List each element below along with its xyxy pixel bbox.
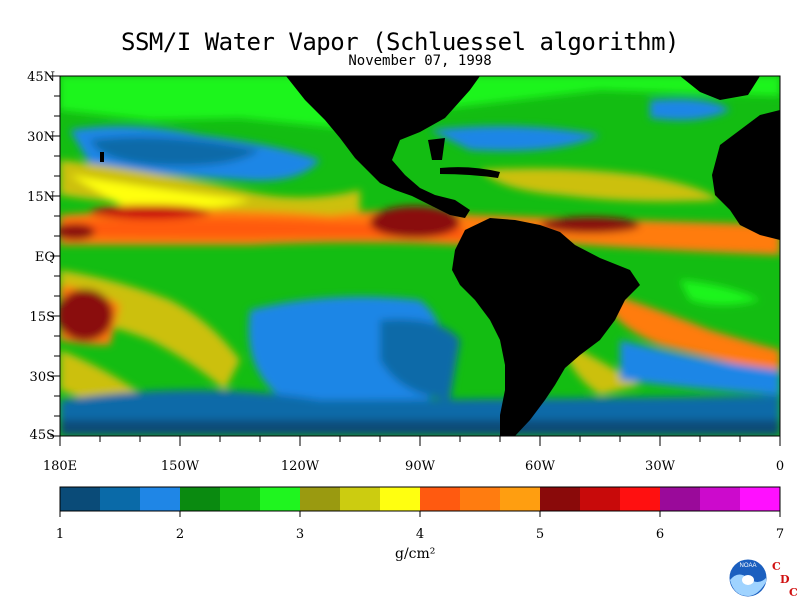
lon-label-120w: 120W (281, 459, 320, 474)
colorbar-label-7: 7 (776, 527, 784, 542)
colorbar-swatch (500, 487, 541, 511)
lon-label-0: 0 (776, 459, 784, 474)
colorbar-swatch (660, 487, 701, 511)
lat-label-45n: 45N (27, 70, 55, 85)
lat-label-eq: EQ (35, 250, 55, 265)
colorbar-swatch (380, 487, 421, 511)
noaa-logo-text: NOAA (739, 563, 756, 569)
colorbar-swatch (420, 487, 461, 511)
chart-date: November 07, 1998 (348, 53, 492, 69)
greenland-europe (680, 76, 760, 100)
hawaii (100, 152, 104, 162)
colorbar-swatch (60, 487, 101, 511)
south-america (452, 218, 640, 436)
africa (712, 110, 780, 240)
colorbar-label-6: 6 (656, 527, 664, 542)
chart-title: SSM/I Water Vapor (Schluessel algorithm) (121, 28, 679, 56)
lat-label-30n: 30N (27, 130, 55, 145)
cdc-letter-d: D (780, 573, 790, 586)
colorbar-label-2: 2 (176, 527, 184, 542)
colorbar-labels: 1 2 3 4 5 6 7 (56, 527, 784, 542)
lat-label-15n: 15N (27, 190, 55, 205)
colorbar-swatch (540, 487, 581, 511)
lat-label-30s: 30S (30, 370, 55, 385)
colorbar-unit: g/cm² (395, 546, 436, 562)
latitude-axis: 45N 30N 15N EQ 15S 30S 45S (27, 70, 55, 443)
longitude-axis: 180E 150W 120W 90W 60W 30W 0 (43, 459, 784, 474)
north-america (286, 76, 480, 218)
lon-label-30w: 30W (645, 459, 676, 474)
vapor-field (60, 76, 780, 436)
cuba (440, 167, 500, 178)
colorbar-label-5: 5 (536, 527, 544, 542)
colorbar-swatch (620, 487, 661, 511)
axis-ticks (50, 75, 781, 446)
cdc-letter-c2: C (789, 586, 798, 599)
lat-label-45s: 45S (30, 428, 55, 443)
cdc-letter-c1: C (772, 560, 781, 573)
colorbar-swatch (300, 487, 341, 511)
lon-label-60w: 60W (525, 459, 556, 474)
lat-label-15s: 15S (30, 310, 55, 325)
colorbar-swatch (460, 487, 501, 511)
colorbar-label-1: 1 (56, 527, 64, 542)
colorbar-swatch (740, 487, 781, 511)
florida (428, 138, 445, 160)
lon-label-150w: 150W (161, 459, 200, 474)
colorbar-swatch (140, 487, 181, 511)
noaa-logo: NOAA C D C (728, 558, 798, 599)
colorbar-swatch (340, 487, 381, 511)
colorbar-label-3: 3 (296, 527, 304, 542)
colorbar-label-4: 4 (416, 527, 424, 542)
colorbar-swatch (100, 487, 141, 511)
lon-label-90w: 90W (405, 459, 436, 474)
colorbar-swatch (580, 487, 621, 511)
colorbar (59, 486, 781, 517)
colorbar-swatch (220, 487, 261, 511)
lon-label-180e: 180E (43, 459, 77, 474)
colorbar-swatch (180, 487, 221, 511)
colorbar-swatch (700, 487, 741, 511)
colorbar-swatch (260, 487, 301, 511)
